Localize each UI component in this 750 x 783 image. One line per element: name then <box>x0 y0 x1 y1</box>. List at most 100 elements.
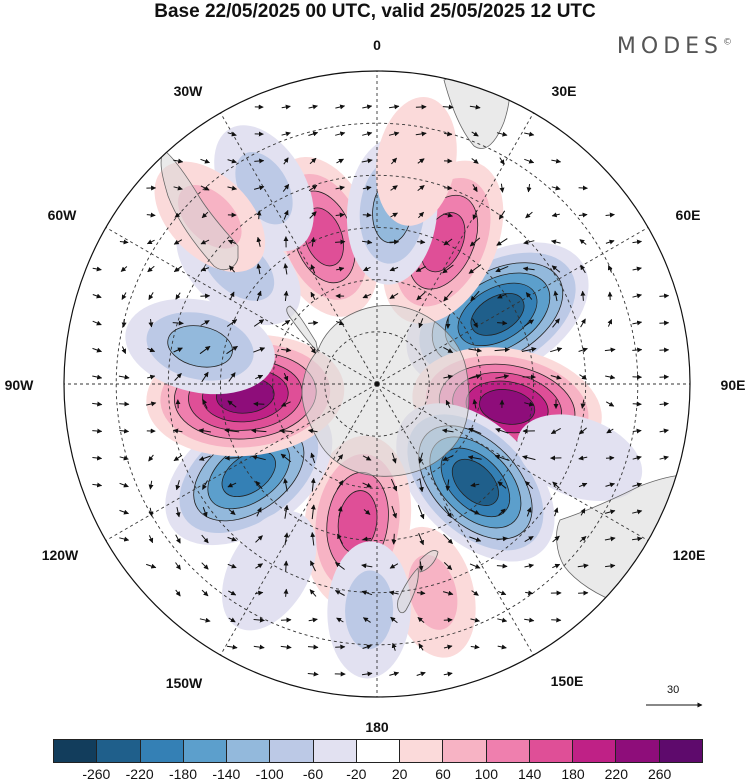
wind-vector <box>227 185 237 191</box>
wind-vector <box>224 455 239 461</box>
colorbar-tick-label: -20 <box>346 766 367 782</box>
wind-vector <box>224 428 240 434</box>
wind-vector <box>175 562 181 570</box>
wind-vector <box>121 346 127 354</box>
wind-vector <box>310 291 316 300</box>
wind-vector <box>468 427 482 435</box>
colorbar-tick-label: 260 <box>647 766 672 782</box>
wind-vector <box>308 104 318 110</box>
map-boundary <box>63 70 691 698</box>
wind-vector <box>443 533 453 545</box>
wind-vector <box>551 239 561 245</box>
wind-vector <box>472 210 478 220</box>
wind-vector <box>307 671 319 677</box>
wind-vector <box>389 266 399 272</box>
wind-vector <box>632 401 642 407</box>
copyright-mark: © <box>723 37 732 48</box>
wind-vector <box>255 563 264 569</box>
wind-vector <box>146 401 157 407</box>
wind-vector <box>498 210 506 220</box>
meridian-line <box>376 227 649 385</box>
wind-vector <box>92 347 102 353</box>
wind-vector <box>472 184 478 193</box>
wind-vector <box>226 345 238 355</box>
wind-vector <box>389 104 400 110</box>
south-pole-marker <box>374 381 380 387</box>
wind-vector <box>390 212 398 218</box>
wind-vector <box>496 563 508 569</box>
wind-vector <box>281 131 291 137</box>
wind-vector <box>173 265 182 273</box>
wind-vector <box>472 318 478 328</box>
wind-vector <box>605 239 615 245</box>
wind-vector <box>175 480 181 491</box>
wind-vector <box>632 320 643 326</box>
wind-vector <box>471 131 479 137</box>
wind-vector <box>498 508 506 516</box>
wind-vector <box>632 347 643 353</box>
wind-vector <box>391 157 397 165</box>
contour-band <box>221 450 276 498</box>
anomaly-neg-150w <box>222 511 317 631</box>
colorbar-cell <box>486 740 530 762</box>
colorbar <box>53 739 703 763</box>
wind-vector <box>605 401 615 407</box>
wind-vector <box>254 158 265 164</box>
wind-vector <box>201 534 209 544</box>
wind-vector <box>362 455 372 461</box>
wind-vector <box>550 374 562 380</box>
wind-vector <box>445 479 451 491</box>
colorbar-tick-label: 60 <box>435 766 451 782</box>
wind-vector <box>121 292 127 300</box>
wind-vector <box>148 535 154 544</box>
wind-vector <box>496 238 508 246</box>
wind-vector <box>550 347 563 353</box>
wind-vector <box>147 347 156 353</box>
colorbar-tick-label: 220 <box>604 766 629 782</box>
wind-vector <box>468 347 482 353</box>
wind-vector <box>442 104 454 110</box>
wind-vector <box>361 158 373 164</box>
colorbar-cell <box>659 740 702 762</box>
colorbar-cell <box>140 740 184 762</box>
wind-vector <box>579 427 587 435</box>
wind-vector <box>283 263 289 275</box>
colorbar-cell <box>313 740 357 762</box>
wind-vector <box>92 482 103 488</box>
wind-vector <box>199 345 211 355</box>
wind-vector <box>173 454 183 462</box>
wind-vector <box>173 158 184 164</box>
wind-vector <box>522 455 536 461</box>
wind-vector <box>417 505 425 520</box>
wind-vector <box>336 480 344 490</box>
wind-vector <box>308 320 319 326</box>
wind-vector <box>336 617 344 623</box>
wind-vector <box>307 644 319 650</box>
wind-vector <box>551 185 561 191</box>
wind-vector <box>202 480 208 490</box>
colorbar-tick-label: -220 <box>125 766 154 782</box>
wind-vector <box>227 158 237 164</box>
wind-vector <box>119 536 130 542</box>
contour-band <box>451 458 499 506</box>
wind-vector <box>578 212 588 218</box>
colorbar-tick-label: -100 <box>255 766 284 782</box>
wind-vector <box>308 617 318 623</box>
wind-vector <box>255 590 264 596</box>
contour-band <box>375 97 457 226</box>
wind-vector <box>580 318 586 328</box>
wind-vector <box>499 157 505 165</box>
wind-vector <box>389 671 400 677</box>
lon-label-30e: 30E <box>552 83 577 99</box>
map-title: Base 22/05/2025 00 UTC, valid 25/05/2025… <box>154 1 596 22</box>
wind-vectors <box>92 104 670 677</box>
wind-vector <box>391 642 397 651</box>
wind-vector <box>388 131 400 137</box>
wind-vector <box>201 562 209 570</box>
wind-vector <box>470 617 480 623</box>
wind-vector <box>335 104 346 110</box>
wind-vector <box>604 347 616 353</box>
wind-vector <box>443 644 453 650</box>
wind-vector <box>580 508 586 516</box>
wind-vector <box>659 293 670 299</box>
